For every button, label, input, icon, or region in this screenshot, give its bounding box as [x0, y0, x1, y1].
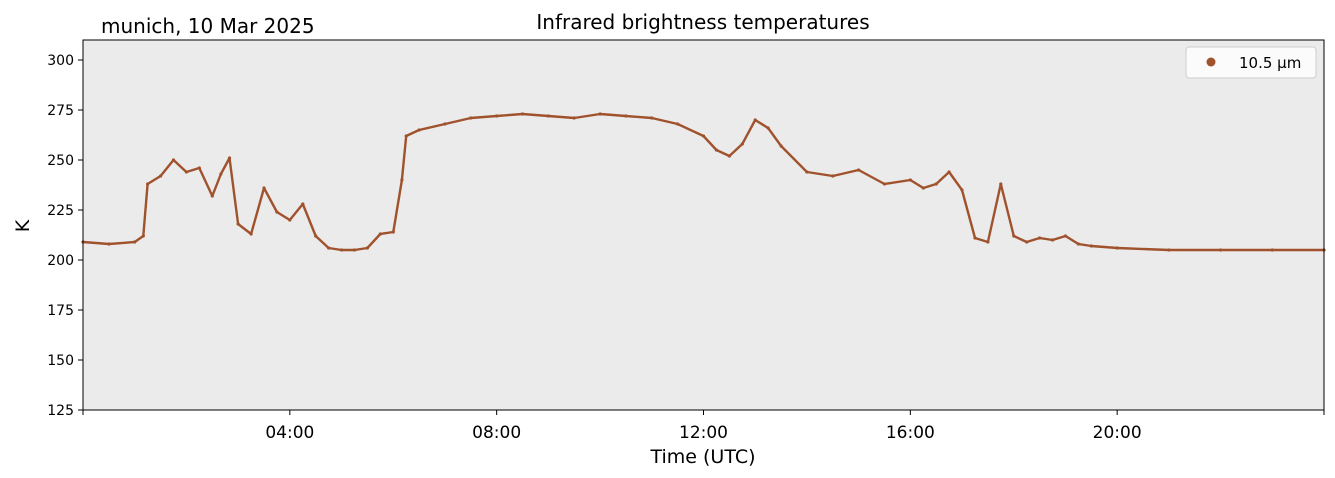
- data-point: [947, 170, 951, 174]
- plot-frame: [82, 39, 1325, 411]
- data-point: [1076, 242, 1080, 246]
- data-point: [986, 240, 990, 244]
- data-point: [227, 156, 232, 160]
- data-point: [275, 210, 279, 214]
- data-point: [391, 230, 395, 234]
- data-point: [1063, 234, 1068, 238]
- series-layer: [81, 112, 1326, 252]
- x-tick-label: 04:00: [265, 423, 314, 443]
- legend: 10.5 µm: [1185, 46, 1317, 79]
- data-point: [934, 182, 938, 186]
- legend-entry-10-5-um: 10.5 µm: [1239, 54, 1301, 72]
- data-point: [727, 154, 732, 158]
- data-point: [701, 134, 706, 138]
- plot-background: [83, 40, 1324, 410]
- data-point: [753, 118, 757, 122]
- data-point: [1050, 238, 1055, 242]
- data-point: [141, 234, 145, 238]
- data-point: [960, 188, 964, 192]
- legend-marker: [1206, 57, 1216, 67]
- data-point: [352, 248, 357, 252]
- data-point: [288, 218, 292, 222]
- data-point: [1115, 246, 1119, 250]
- data-point: [766, 126, 770, 130]
- data-point: [598, 112, 602, 116]
- data-point: [1038, 236, 1042, 240]
- data-point: [107, 242, 111, 246]
- data-point: [301, 202, 305, 206]
- data-point: [495, 114, 499, 118]
- series-10-5-um: [81, 112, 1326, 252]
- data-point: [417, 128, 421, 132]
- data-point: [921, 186, 925, 190]
- data-point: [171, 158, 176, 162]
- data-point: [339, 248, 344, 252]
- y-tick-label: 250: [47, 153, 74, 169]
- y-tick-label: 225: [47, 203, 74, 219]
- x-tick-label: 16:00: [886, 423, 935, 443]
- data-point: [210, 194, 214, 198]
- data-point: [1089, 244, 1093, 248]
- data-point: [1025, 240, 1029, 244]
- legend-box: [1185, 46, 1317, 79]
- y-axis-label: K: [12, 219, 34, 232]
- data-point: [443, 122, 447, 126]
- data-point: [805, 170, 809, 174]
- data-point: [133, 240, 137, 244]
- data-point: [1219, 248, 1223, 252]
- x-tick-label: 20:00: [1093, 423, 1142, 443]
- data-point: [546, 114, 551, 118]
- x-tick-label: 12:00: [679, 423, 728, 443]
- data-point: [740, 142, 744, 146]
- y-tick-label: 275: [47, 103, 74, 119]
- data-point: [857, 168, 861, 172]
- y-axis: 125 150 175 200 225 250 275 300: [47, 53, 83, 419]
- data-point: [146, 182, 150, 186]
- data-point: [249, 232, 253, 236]
- y-tick-label: 300: [47, 53, 74, 69]
- data-point: [572, 116, 576, 120]
- chart-title: Infrared brightness temperatures: [536, 10, 869, 34]
- data-point: [1167, 248, 1171, 252]
- y-tick-label: 150: [47, 353, 74, 369]
- data-point: [908, 178, 912, 182]
- data-point: [262, 186, 266, 190]
- data-point: [197, 166, 201, 170]
- x-axis-label: Time (UTC): [649, 446, 755, 468]
- data-point: [999, 182, 1003, 186]
- data-point: [378, 232, 382, 236]
- data-point: [314, 234, 318, 238]
- data-point: [882, 182, 887, 186]
- data-point: [159, 174, 163, 178]
- data-point: [1270, 248, 1274, 252]
- y-tick-label: 125: [47, 403, 74, 419]
- data-point: [714, 148, 719, 152]
- chart-subtitle: munich, 10 Mar 2025: [101, 14, 315, 38]
- y-tick-label: 175: [47, 303, 74, 319]
- data-point: [676, 122, 680, 126]
- x-axis: 04:00 08:00 12:00 16:00 20:00: [82, 410, 1325, 443]
- data-point: [973, 236, 977, 240]
- data-point: [1012, 234, 1016, 238]
- data-point: [404, 134, 408, 138]
- data-point: [520, 112, 525, 116]
- data-point: [184, 170, 188, 174]
- data-point: [650, 116, 654, 120]
- data-point: [327, 246, 331, 250]
- data-point: [400, 178, 404, 182]
- data-point: [365, 246, 369, 250]
- y-tick-label: 200: [47, 253, 74, 269]
- x-tick-label: 08:00: [472, 423, 521, 443]
- data-point: [779, 144, 783, 148]
- data-point: [469, 116, 473, 120]
- data-point: [236, 222, 240, 226]
- data-point: [219, 172, 223, 176]
- data-point: [831, 174, 835, 178]
- data-point: [624, 114, 628, 118]
